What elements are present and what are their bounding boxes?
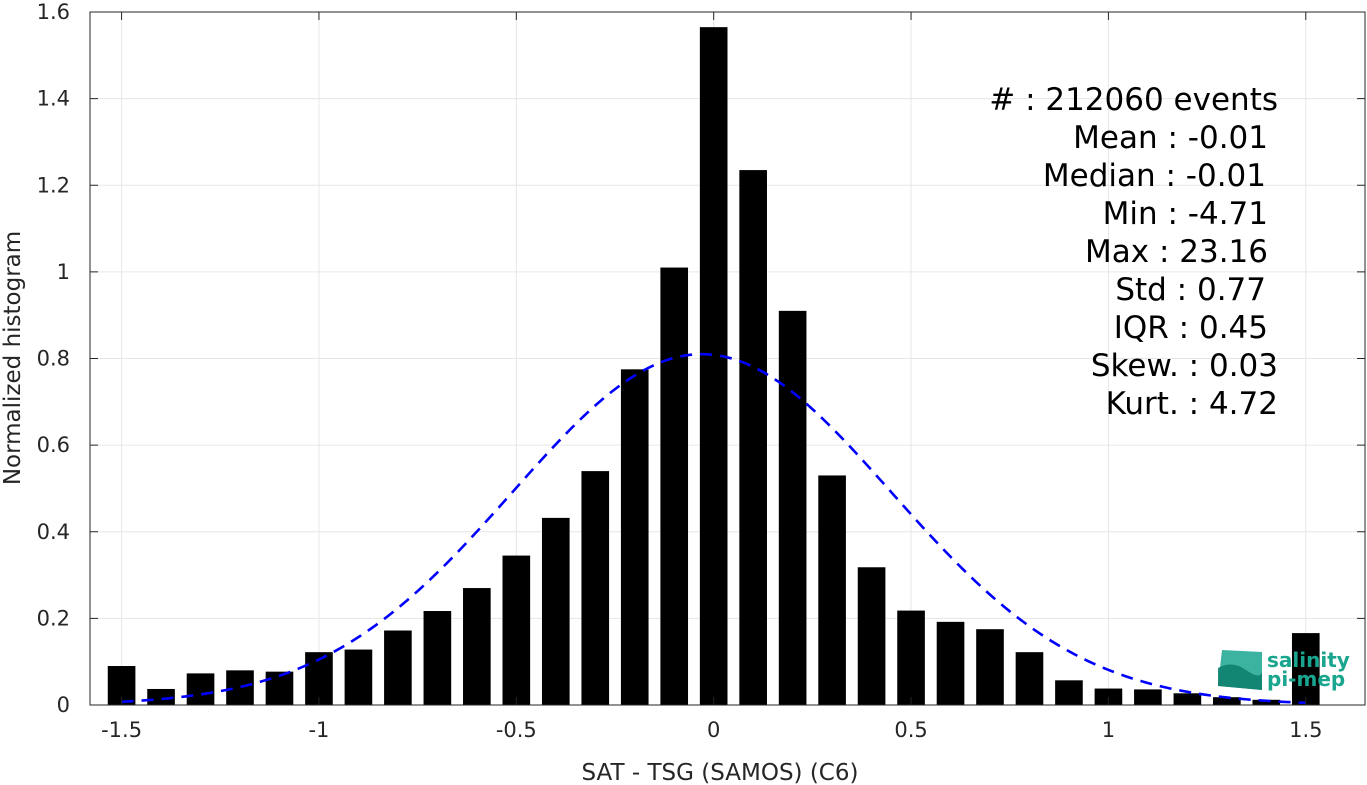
x-tick-label: 0: [707, 718, 720, 742]
histogram-bar: [305, 652, 333, 705]
histogram-bar: [976, 629, 1004, 705]
y-tick-label: 0.4: [37, 520, 70, 544]
stat-iqr: IQR : 0.45: [1114, 310, 1268, 346]
histogram-bar: [936, 621, 965, 705]
histogram-bar: [581, 471, 610, 705]
y-tick-label: 1.2: [37, 173, 70, 197]
x-tick-label: 1: [1102, 718, 1115, 742]
stat-median: Median : -0.01: [1043, 158, 1266, 194]
histogram-bar: [1252, 699, 1281, 705]
histogram-bar: [541, 517, 570, 705]
histogram-bar: [502, 555, 531, 705]
histogram-bar: [620, 369, 649, 705]
histogram-bar: [739, 170, 767, 705]
histogram-bar: [660, 267, 689, 705]
stat-mean: Mean : -0.01: [1073, 120, 1268, 156]
histogram-bar: [1291, 633, 1320, 705]
stat-std: Std : 0.77: [1115, 272, 1266, 308]
y-tick-label: 1.4: [37, 87, 70, 111]
histogram-bar: [384, 630, 412, 705]
y-tick-label: 1: [57, 260, 70, 284]
gaussian-fit-curve: [121, 352, 1306, 705]
histogram-bar: [699, 27, 728, 706]
histogram-bar: [1134, 689, 1162, 705]
histogram-bar: [186, 673, 215, 705]
salinity-pi-mep-logo: salinity pi-mep: [1218, 648, 1350, 691]
y-tick-label: 0: [57, 693, 70, 717]
stat-min: Min : -4.71: [1103, 196, 1268, 232]
logo-wave-shade-icon: [1218, 664, 1262, 690]
x-tick-label: -1: [308, 718, 329, 742]
histogram-bar: [1015, 652, 1044, 705]
y-tick-label: 1.6: [37, 0, 70, 24]
histogram-bar: [818, 475, 846, 705]
stat-max: Max : 23.16: [1085, 234, 1268, 270]
histogram-bar: [463, 588, 491, 705]
x-tick-label: 0.5: [894, 718, 927, 742]
y-axis-label: Normalized histogram: [0, 231, 26, 485]
histogram-bar: [857, 567, 886, 705]
stat-events: # : 212060 events: [989, 82, 1278, 118]
histogram-bar: [344, 649, 373, 705]
x-tick-label: 1.5: [1289, 718, 1322, 742]
logo-line2: pi-mep: [1267, 667, 1345, 691]
x-tick-label: -1.5: [101, 718, 142, 742]
histogram-bar: [423, 611, 452, 705]
stat-kurt: Kurt. : 4.72: [1106, 386, 1278, 422]
statistics-annotation: # : 212060 events Mean : -0.01 Median : …: [989, 82, 1278, 422]
bars: [107, 27, 1320, 706]
y-tick-label: 0.6: [37, 433, 70, 457]
logo-line1: salinity: [1267, 648, 1350, 672]
histogram-bar: [1213, 697, 1241, 705]
y-tick-label: 0.2: [37, 606, 70, 630]
histogram-bar: [897, 610, 925, 705]
y-tick-label: 0.8: [37, 347, 70, 371]
histogram-bar: [1055, 680, 1083, 705]
histogram-bar: [265, 671, 294, 705]
stat-skew: Skew. : 0.03: [1091, 348, 1278, 384]
histogram-bar: [147, 688, 175, 705]
axis-ticks: -1.5 -1 -0.5 0 0.5 1 1.5 0 0.2 0.4 0.6 0.8 1 1.2 1.4 1.…: [37, 0, 1365, 742]
x-tick-label: -0.5: [496, 718, 537, 742]
histogram-bar: [1094, 688, 1123, 705]
x-axis-label: SAT - TSG (SAMOS) (C6): [582, 760, 859, 785]
histogram-bar: [778, 310, 807, 705]
histogram-bar: [226, 670, 254, 705]
histogram-bar: [1173, 693, 1202, 705]
